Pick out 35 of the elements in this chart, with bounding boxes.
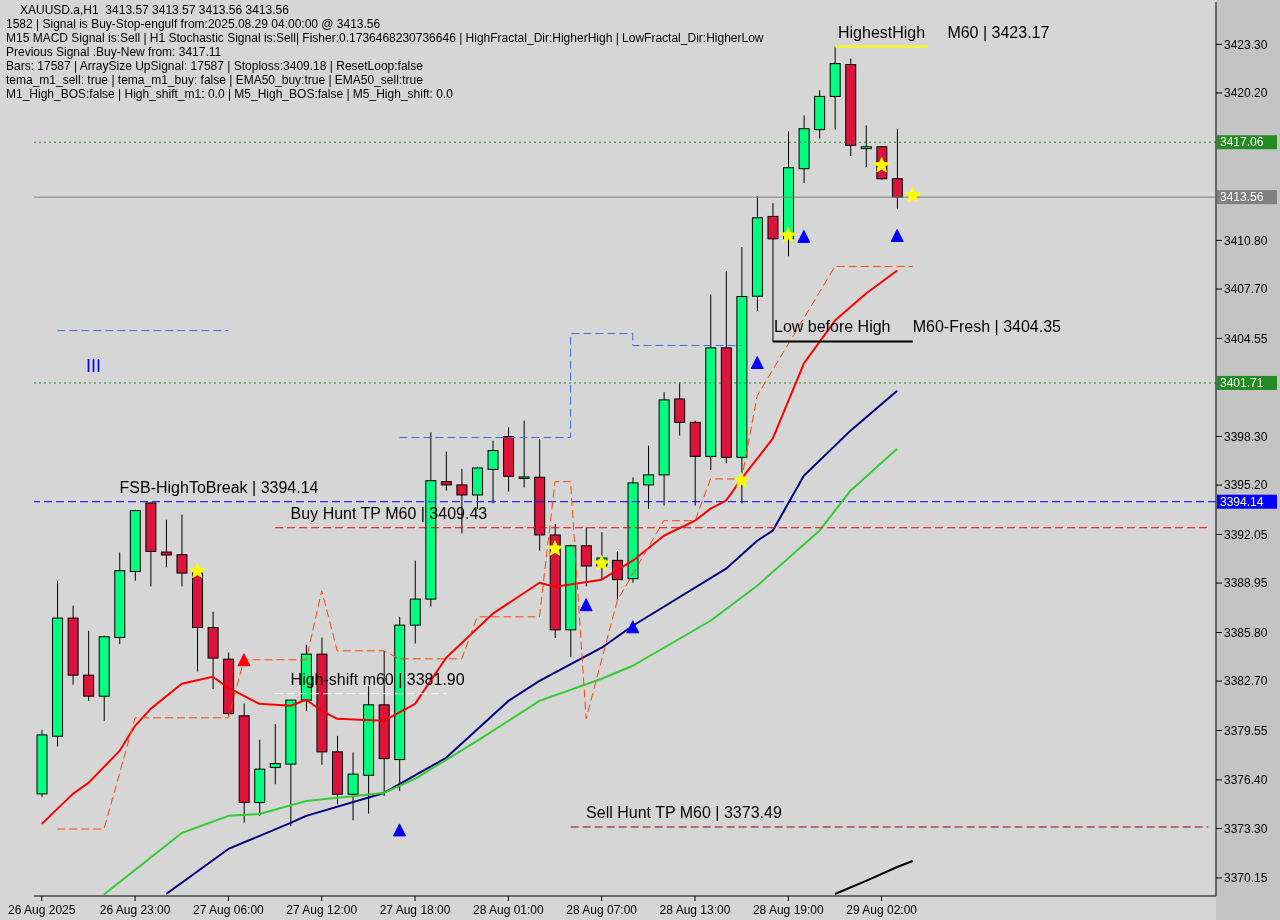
ref-line-label: 3417.06 [1220,135,1264,150]
y-tick-label: 3382.70 [1224,674,1268,689]
y-tick-label: 3392.05 [1224,527,1268,542]
y-tick-label: 3395.20 [1224,478,1268,493]
annotation: Sell Hunt TP M60 | 3373.49 [586,803,782,821]
x-tick-label: 28 Aug 19:00 [752,903,824,917]
annotation: FSB-HighToBreak | 3394.14 [119,478,319,496]
y-tick-label: 3407.70 [1224,282,1268,297]
x-tick-label: 26 Aug 2025 [8,903,76,917]
y-tick-label: 3388.95 [1224,576,1268,591]
y-tick-label: 3423.30 [1224,37,1268,52]
y-tick-label: 3404.55 [1224,331,1268,346]
y-tick-label: 3370.15 [1224,871,1268,886]
y-tick-label: 3373.30 [1224,821,1268,836]
x-tick-label: 28 Aug 01:00 [472,903,545,917]
ref-line-label: 3401.71 [1220,375,1264,390]
text: 1582 | Signal is Buy-Stop-engulf from:2025.08.29 04:00:00 @ 3413.56 M15 MACD Signal is:Sell | H1 Stochastic Signal is:Sell| Fisher:0.1736468230736646 | HighFractal_Dir:HigherHigh | LowFractal_Dir:HigherLow Previous Signal :Buy-New from: 3417.11 Bars: 17587 | ArraySize UpSignal: 17587 | Stoploss:3409.18 | ResetLoop:false tema_m1_sell: true | tema_m1_buy: false | EMA50_buy:true | EMA50_sell:true M1_High_BOS:false | High_shift_m1: 0.0 | M5_High_BOS:false | M5_High_shift: 0.0 [6,17,764,101]
annotation: III [86,356,102,376]
x-tick-label: 28 Aug 07:00 [566,903,638,917]
y-tick-label: 3398.30 [1224,429,1268,444]
x-tick-label: 27 Aug 12:00 [286,903,358,917]
x-tick-label: 28 Aug 13:00 [659,903,731,917]
x-tick-label: 27 Aug 18:00 [379,903,451,917]
y-tick-label: 3410.80 [1224,233,1268,248]
x-tick-label: 27 Aug 06:00 [193,903,265,917]
ref-line-label: 3394.14 [1220,494,1264,509]
y-tick-label: 3385.80 [1224,625,1268,640]
annotation: HighestHigh M60 | 3423.17 [838,23,1050,43]
ref-line-label: 3413.56 [1220,190,1264,205]
y-tick-label: 3376.40 [1224,773,1268,788]
x-tick-label: 26 Aug 23:00 [99,903,171,917]
y-tick-label: 3379.55 [1224,723,1268,738]
y-tick-label: 3420.20 [1224,86,1268,101]
chart-title: XAUUSD.a,H1 3413.57 3413.57 3413.56 3413.56 [19,3,290,17]
x-tick-label: 29 Aug 02:00 [846,903,918,917]
